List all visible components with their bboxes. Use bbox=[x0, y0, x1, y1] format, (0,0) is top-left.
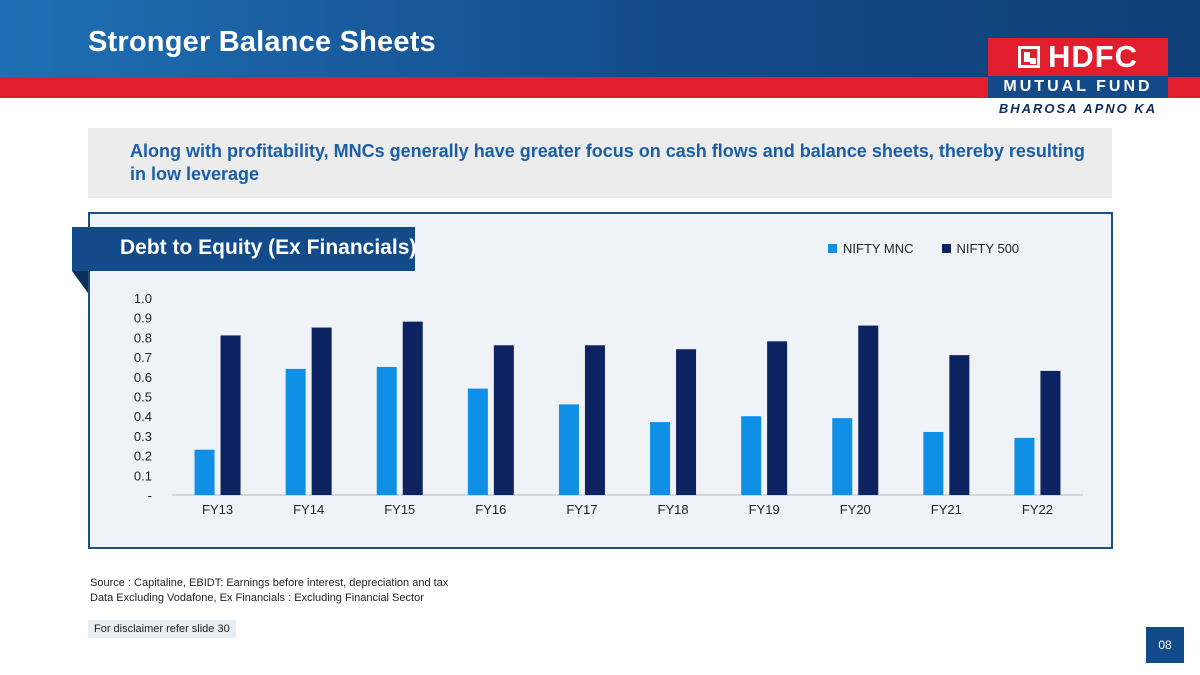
callout-text: Along with profitability, MNCs generally… bbox=[130, 141, 1085, 184]
bar-nifty-mnc bbox=[285, 368, 306, 495]
x-tick-label: FY17 bbox=[566, 502, 597, 517]
y-tick-label: 1.0 bbox=[134, 291, 152, 306]
source-line-1: Source : Capitaline, EBIDT: Earnings bef… bbox=[90, 577, 449, 589]
bar-nifty-500 bbox=[493, 345, 514, 495]
bar-nifty-500 bbox=[949, 355, 970, 495]
logo-top: HDFC bbox=[988, 38, 1168, 76]
x-tick-label: FY21 bbox=[931, 502, 962, 517]
legend-swatch-mnc bbox=[828, 244, 837, 253]
y-tick-label: 0.5 bbox=[134, 390, 152, 405]
logo-brand: HDFC bbox=[1047, 39, 1139, 74]
hdfc-logo: HDFC MUTUAL FUND BHAROSA APNO KA bbox=[988, 38, 1168, 120]
x-tick-label: FY15 bbox=[384, 502, 415, 517]
y-tick-label: 0.8 bbox=[134, 330, 152, 345]
x-tick-label: FY19 bbox=[749, 502, 780, 517]
bar-nifty-500 bbox=[584, 345, 605, 495]
legend-item-mnc: NIFTY MNC bbox=[828, 241, 914, 256]
bar-chart: - 0.1 0.2 0.3 0.4 0.5 0.6 0.7 0.8 0.9 1.0 FY13 FY14 F… bbox=[134, 291, 1083, 517]
chart-legend: NIFTY MNC NIFTY 500 bbox=[828, 241, 1019, 256]
source-note: Source : Capitaline, EBIDT: Earnings bef… bbox=[90, 576, 448, 606]
legend-item-500: NIFTY 500 bbox=[941, 241, 1020, 256]
logo-mutual-fund: MUTUAL FUND bbox=[988, 76, 1168, 98]
x-tick-label: FY16 bbox=[475, 502, 506, 517]
legend-label-mnc: NIFTY MNC bbox=[843, 241, 914, 256]
callout-box: Along with profitability, MNCs generally… bbox=[88, 128, 1112, 198]
chart-title: Debt to Equity (Ex Financials) bbox=[120, 236, 417, 259]
bar-nifty-500 bbox=[858, 325, 879, 495]
legend-swatch-500 bbox=[941, 244, 951, 253]
page-number: 08 bbox=[1146, 627, 1184, 663]
bar-nifty-mnc bbox=[923, 431, 944, 495]
y-tick-label: 0.6 bbox=[134, 370, 152, 385]
bar-nifty-500 bbox=[767, 341, 788, 495]
x-tick-label: FY13 bbox=[202, 502, 233, 517]
bar-nifty-500 bbox=[676, 349, 697, 495]
bar-nifty-mnc bbox=[832, 418, 853, 495]
bar-nifty-mnc bbox=[741, 416, 762, 495]
bar-nifty-mnc bbox=[376, 366, 397, 495]
bar-nifty-mnc bbox=[194, 449, 215, 495]
header-red-stripe bbox=[0, 77, 1200, 98]
chart-title-tag: Debt to Equity (Ex Financials) bbox=[72, 227, 417, 271]
source-line-2: Data Excluding Vodafone, Ex Financials :… bbox=[90, 592, 424, 604]
bar-nifty-mnc bbox=[558, 404, 579, 495]
x-tick-label: FY14 bbox=[293, 502, 324, 517]
disclaimer-note: For disclaimer refer slide 30 bbox=[88, 620, 236, 638]
y-tick-label: 0.2 bbox=[134, 449, 152, 464]
page-title: Stronger Balance Sheets bbox=[88, 26, 436, 58]
bar-nifty-500 bbox=[311, 327, 332, 495]
y-tick-label: - bbox=[148, 488, 152, 503]
bar-nifty-mnc bbox=[650, 422, 671, 495]
bar-nifty-500 bbox=[1040, 370, 1061, 495]
y-tick-label: 0.1 bbox=[134, 468, 152, 483]
chart-title-fold bbox=[72, 271, 88, 293]
y-tick-label: 0.9 bbox=[134, 311, 152, 326]
bar-nifty-mnc bbox=[1014, 437, 1035, 495]
x-tick-label: FY18 bbox=[658, 502, 689, 517]
hdfc-mark-icon bbox=[1017, 46, 1040, 68]
y-tick-label: 0.7 bbox=[134, 350, 152, 365]
y-tick-label: 0.3 bbox=[134, 429, 152, 444]
bar-nifty-500 bbox=[402, 321, 423, 495]
logo-tagline: BHAROSA APNO KA bbox=[988, 98, 1168, 120]
y-tick-label: 0.4 bbox=[134, 409, 152, 424]
bar-nifty-mnc bbox=[467, 388, 488, 495]
bar-nifty-500 bbox=[220, 335, 241, 495]
x-tick-label: FY22 bbox=[1022, 502, 1053, 517]
legend-label-500: NIFTY 500 bbox=[956, 241, 1020, 256]
x-tick-label: FY20 bbox=[840, 502, 871, 517]
